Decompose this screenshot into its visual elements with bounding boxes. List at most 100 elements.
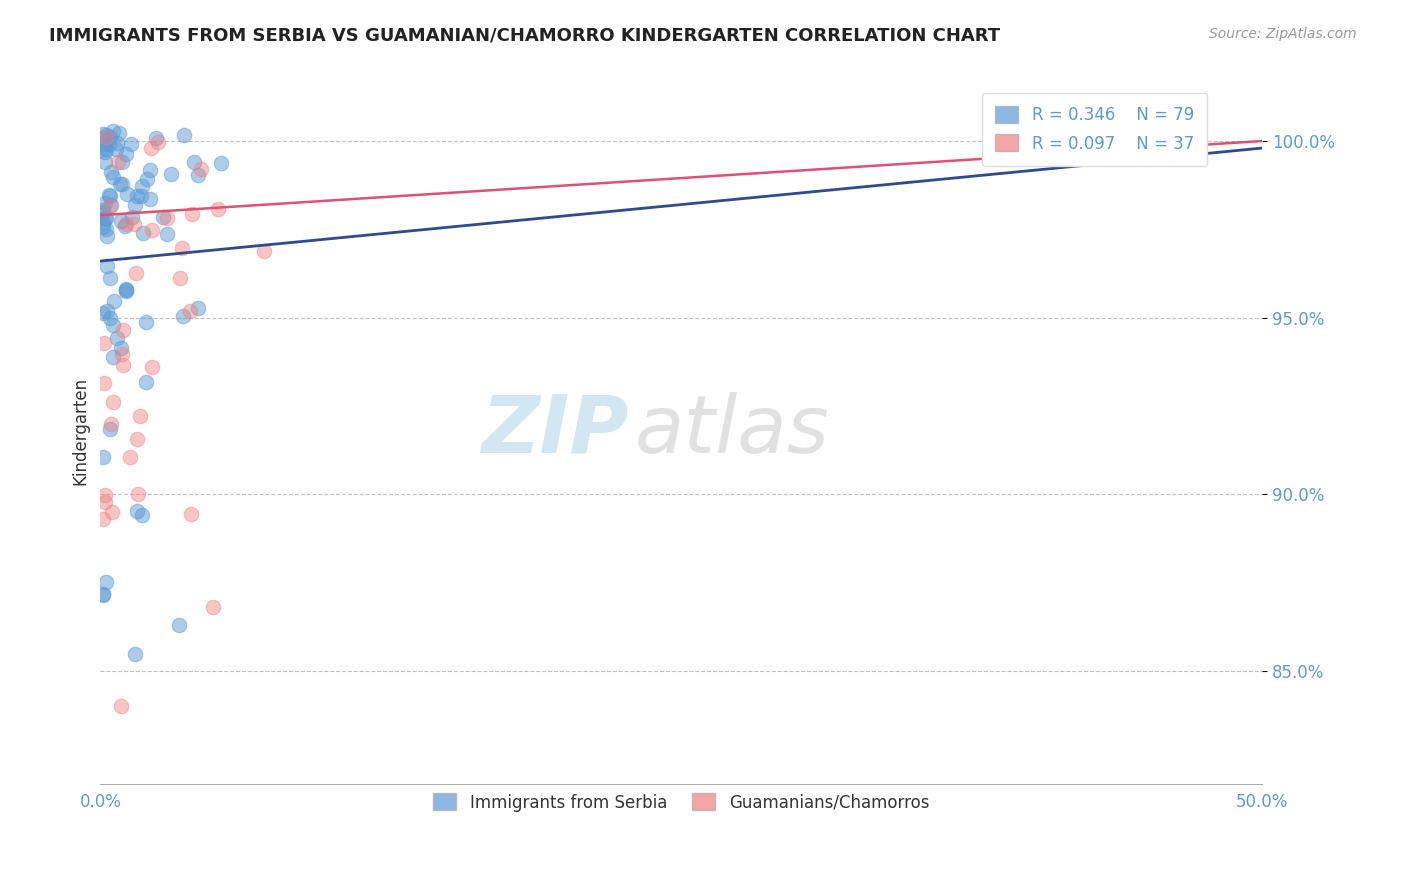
Point: [131, 189, 153, 203]
Point: [91, 587, 114, 601]
Point: [94, 211, 117, 225]
Point: [146, 135, 169, 149]
Point: [91, 588, 114, 602]
Point: [94, 221, 117, 235]
Point: [145, 131, 167, 145]
Point: [93, 336, 115, 351]
Point: [93, 145, 115, 159]
Point: [100, 270, 122, 285]
Point: [100, 417, 122, 431]
Point: [127, 487, 149, 501]
Point: [91, 216, 114, 230]
Point: [96, 229, 118, 244]
Point: [136, 172, 159, 186]
Point: [187, 301, 209, 315]
Point: [125, 188, 148, 202]
Point: [93, 495, 115, 509]
Point: [110, 342, 132, 356]
Y-axis label: Kindergarten: Kindergarten: [72, 376, 89, 484]
Point: [98, 422, 121, 436]
Point: [180, 507, 202, 521]
Point: [91, 128, 114, 142]
Text: Source: ZipAtlas.com: Source: ZipAtlas.com: [1209, 27, 1357, 41]
Point: [115, 285, 138, 299]
Point: [110, 214, 132, 228]
Point: [110, 177, 132, 191]
Point: [122, 217, 145, 231]
Point: [209, 156, 232, 170]
Point: [156, 211, 179, 226]
Point: [105, 136, 128, 150]
Point: [125, 266, 148, 280]
Point: [94, 211, 117, 225]
Point: [94, 488, 117, 502]
Point: [112, 358, 135, 372]
Point: [131, 508, 153, 523]
Point: [114, 282, 136, 296]
Point: [101, 318, 124, 333]
Point: [94, 195, 117, 210]
Point: [105, 142, 128, 156]
Point: [108, 126, 131, 140]
Point: [93, 155, 115, 169]
Point: [141, 223, 163, 237]
Point: [170, 241, 193, 255]
Point: [120, 136, 142, 151]
Point: [101, 169, 124, 184]
Legend: Immigrants from Serbia, Guamanians/Chamorros: Immigrants from Serbia, Guamanians/Chamo…: [420, 780, 942, 825]
Point: [135, 315, 157, 329]
Point: [93, 376, 115, 390]
Point: [91, 202, 114, 217]
Point: [111, 323, 134, 337]
Point: [201, 600, 224, 615]
Point: [124, 198, 146, 212]
Point: [91, 140, 114, 154]
Point: [96, 128, 118, 142]
Point: [160, 167, 183, 181]
Point: [132, 226, 155, 240]
Point: [141, 359, 163, 374]
Point: [110, 699, 132, 714]
Point: [101, 505, 124, 519]
Point: [96, 304, 118, 318]
Point: [253, 244, 276, 258]
Point: [105, 331, 128, 345]
Point: [152, 210, 174, 224]
Point: [115, 187, 138, 202]
Point: [135, 375, 157, 389]
Point: [173, 128, 195, 143]
Point: [115, 217, 138, 231]
Point: [118, 450, 141, 464]
Point: [96, 259, 118, 273]
Point: [111, 347, 134, 361]
Point: [91, 512, 114, 526]
Point: [98, 199, 121, 213]
Point: [128, 409, 150, 423]
Point: [107, 155, 129, 169]
Point: [183, 154, 205, 169]
Point: [97, 136, 120, 151]
Point: [91, 137, 114, 152]
Point: [100, 130, 122, 145]
Text: IMMIGRANTS FROM SERBIA VS GUAMANIAN/CHAMORRO KINDERGARTEN CORRELATION CHART: IMMIGRANTS FROM SERBIA VS GUAMANIAN/CHAM…: [49, 27, 1000, 45]
Point: [127, 432, 149, 446]
Point: [98, 187, 121, 202]
Point: [91, 205, 114, 219]
Point: [111, 177, 134, 191]
Point: [91, 219, 114, 234]
Point: [96, 130, 118, 145]
Point: [114, 146, 136, 161]
Point: [93, 131, 115, 145]
Point: [91, 450, 114, 464]
Point: [114, 219, 136, 233]
Point: [101, 351, 124, 365]
Point: [1088, 134, 1111, 148]
Point: [167, 617, 190, 632]
Point: [111, 154, 134, 169]
Point: [187, 169, 209, 183]
Point: [138, 192, 160, 206]
Point: [125, 504, 148, 518]
Point: [139, 141, 162, 155]
Point: [100, 198, 122, 212]
Point: [139, 162, 162, 177]
